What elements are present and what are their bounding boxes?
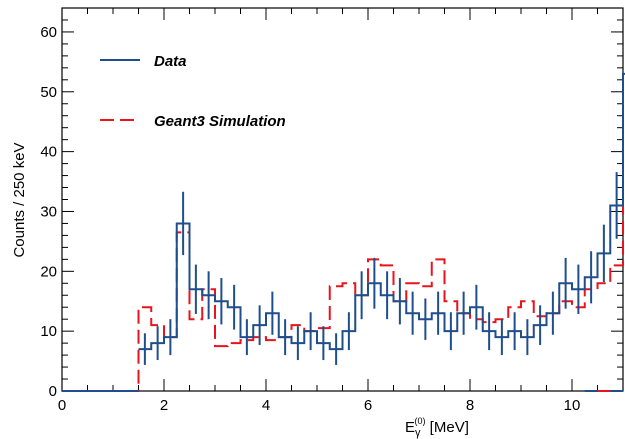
y-tick-label: 0: [49, 383, 57, 400]
x-axis-label-sup: (0): [415, 416, 426, 426]
x-tick-label: 2: [160, 397, 168, 414]
x-axis-label-sub: γ: [415, 427, 421, 439]
x-tick-label: 10: [564, 397, 581, 414]
x-axis-label-unit: [MeV]: [426, 419, 469, 436]
y-tick-labels: 0 10 20 30 40 50 60: [40, 24, 57, 400]
x-tick-labels: 0 2 4 6 8 10: [58, 397, 581, 414]
x-axis-label: Eγ(0) [MeV]: [405, 416, 469, 439]
series-data: [62, 72, 625, 392]
x-tick-label: 0: [58, 397, 66, 414]
legend-label-data: Data: [154, 53, 187, 70]
x-tick-label: 6: [364, 397, 372, 414]
simulation-step-line: [125, 180, 625, 392]
legend-label-simulation: Geant3 Simulation: [154, 113, 286, 130]
y-tick-label: 50: [40, 84, 57, 101]
y-tick-label: 20: [40, 263, 57, 280]
legend: Data Geant3 Simulation: [100, 53, 286, 130]
y-tick-label: 30: [40, 203, 57, 220]
x-tick-label: 8: [466, 397, 474, 414]
y-tick-label: 40: [40, 144, 57, 161]
x-tick-label: 4: [262, 397, 270, 414]
y-tick-label: 10: [40, 323, 57, 340]
y-tick-label: 60: [40, 24, 57, 41]
x-axis-label-main: E: [405, 419, 415, 436]
y-axis-label: Counts / 250 keV: [11, 142, 28, 257]
axis-ticks: [61, 7, 624, 392]
